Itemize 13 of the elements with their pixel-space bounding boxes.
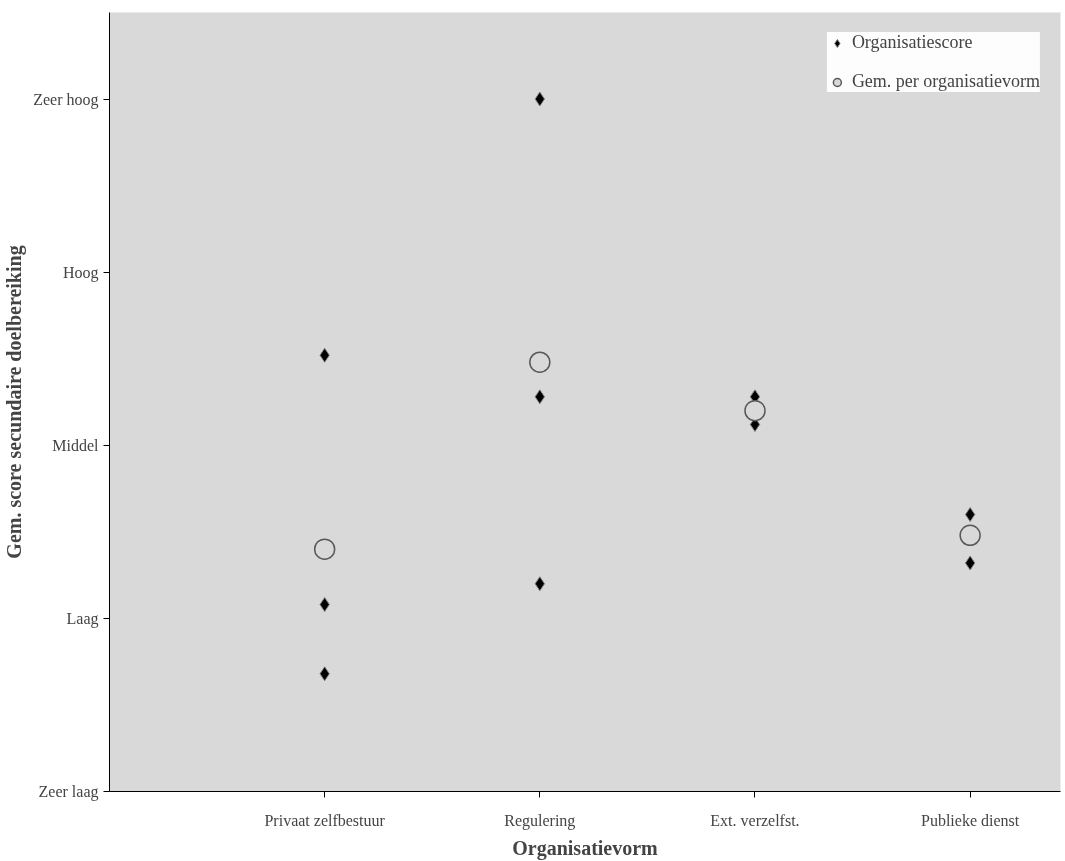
- category-label: Middel: [52, 436, 99, 454]
- x-axis-title: Organisatievorm: [512, 836, 659, 860]
- x-tick-label: Regulering: [504, 811, 576, 830]
- x-tick-label: Ext. verzelfst.: [710, 811, 800, 829]
- category-label: Hoog: [62, 263, 99, 281]
- legend-label: Organisatiescore: [851, 32, 973, 53]
- category-label: Laag: [66, 609, 99, 627]
- x-tick-label: Publieke dienst: [921, 811, 1020, 829]
- legend-label: Gem. per organisatievorm: [851, 71, 1040, 92]
- category-label: Zeer laag: [38, 783, 99, 800]
- x-tick-label: Privaat zelfbestuur: [264, 811, 386, 829]
- y-axis-title: Gem. score secundaire doelbereiking: [3, 245, 27, 559]
- category-label: Zeer hoog: [33, 90, 99, 108]
